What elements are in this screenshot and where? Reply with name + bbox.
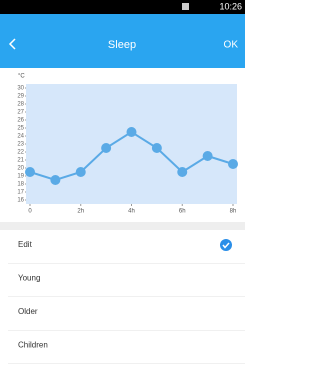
y-tick-label: 18 <box>17 182 24 188</box>
x-tick-label: 8h <box>230 209 237 215</box>
y-tick-label: 22 <box>17 150 24 156</box>
list-row[interactable] <box>0 230 245 263</box>
point <box>177 167 187 177</box>
x-tick-label: 6h <box>179 209 186 215</box>
y-tick-label: 16 <box>17 198 24 204</box>
y-axis-label: °C <box>18 74 25 80</box>
point <box>228 159 238 169</box>
point <box>25 167 35 177</box>
y-tick-label: 24 <box>17 134 24 140</box>
point <box>50 175 60 185</box>
point <box>152 143 162 153</box>
y-tick-label: 17 <box>17 190 24 196</box>
status-bar <box>0 0 245 14</box>
divider <box>0 222 245 230</box>
y-tick-label: 20 <box>17 166 24 172</box>
list-item-label: Edit <box>18 240 33 249</box>
y-tick-label: 30 <box>17 86 24 92</box>
list: Edit Young Older Children <box>0 230 245 364</box>
point <box>203 151 213 161</box>
x-tick-label: 0 <box>28 209 32 215</box>
list-item-label: Older <box>18 307 38 316</box>
point <box>101 143 111 153</box>
chart: °C 16 17 18 19 20 21 22 23 24 25 26 27 28 29 30 0 2h 4h 6h 8… <box>17 74 238 215</box>
status-time: 10:26 <box>219 1 242 11</box>
header-action[interactable]: OK <box>224 40 239 51</box>
screen: 10:26 Sleep OK °C 16 17 18 19 20 21 22 23 24 25 26 2… <box>0 0 245 364</box>
header-title: Sleep <box>108 39 136 51</box>
y-tick-label: 23 <box>17 142 24 148</box>
list-item-label: Children <box>18 341 48 350</box>
x-tick-label: 2h <box>77 209 84 215</box>
signal-icon <box>182 3 189 10</box>
y-tick-label: 27 <box>17 110 24 116</box>
y-tick-label: 19 <box>17 174 24 180</box>
plot-area <box>26 84 237 204</box>
y-tick-label: 26 <box>17 118 24 124</box>
point <box>76 167 86 177</box>
point <box>127 127 137 137</box>
y-tick-label: 25 <box>17 126 24 132</box>
y-tick-label: 29 <box>17 94 24 100</box>
check-icon <box>220 239 232 251</box>
page: 10:26 Sleep OK °C 16 17 18 19 20 21 22 23 24 25 26 2… <box>0 0 245 364</box>
list-item-label: Young <box>18 274 40 283</box>
x-tick-label: 4h <box>128 209 135 215</box>
y-tick-label: 21 <box>17 158 24 164</box>
y-tick-label: 28 <box>17 102 24 108</box>
